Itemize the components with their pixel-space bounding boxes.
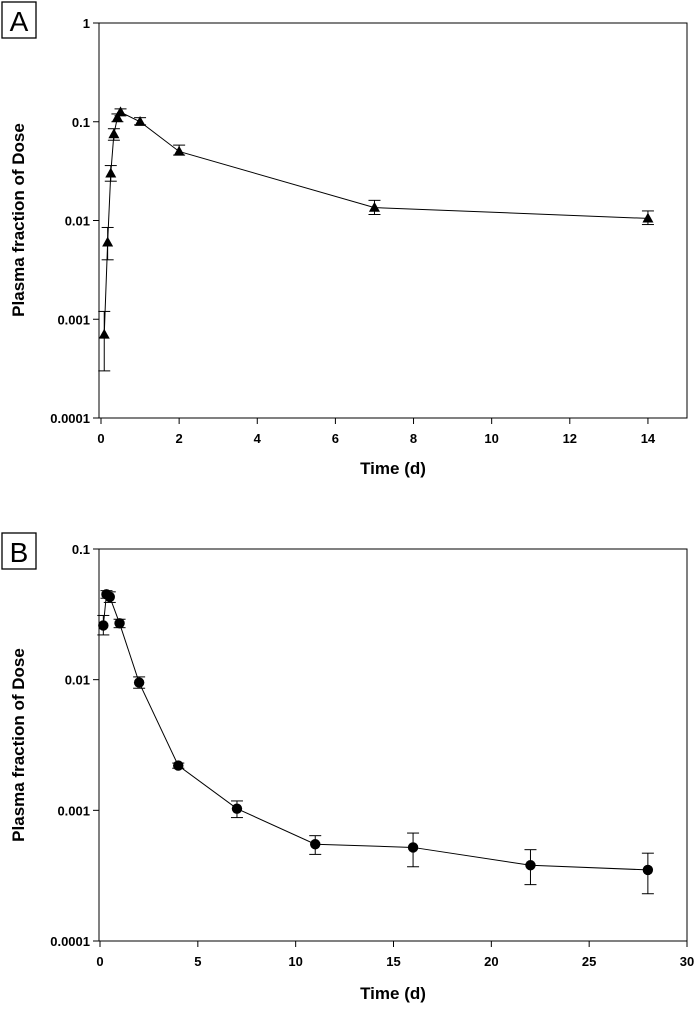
- panel-a-x-tick-label: 8: [410, 431, 417, 446]
- panel-a-error-bar: [98, 310, 111, 372]
- panel-b-y-axis-title: Plasma fraction of Dose: [9, 648, 28, 842]
- panel-a-data-point: [368, 201, 380, 212]
- panel-a-y-axis: 0.0001 0.001 0.01 0.1 1: [50, 16, 99, 426]
- panel-a-data-point: [115, 106, 127, 117]
- panel-a-data-point: [108, 128, 120, 139]
- panel-a-y-tick-label: 0.01: [65, 214, 90, 229]
- panel-a-data-point: [642, 212, 654, 223]
- panel-a-letter: A: [10, 6, 29, 37]
- panel-b-data-point: [173, 760, 184, 771]
- panel-a-data-point: [111, 111, 123, 122]
- panel-a-x-tick-label: 6: [332, 431, 339, 446]
- panel-b-plot-frame: [98, 548, 688, 942]
- panel-a-data-point: [102, 236, 114, 247]
- panel-b-x-tick-label: 30: [680, 954, 694, 969]
- panel-b-x-tick-label: 15: [386, 954, 400, 969]
- panel-b-data-point: [407, 842, 419, 853]
- panel-a-data-point: [105, 167, 117, 178]
- panel-a-plot-frame: [98, 22, 688, 419]
- panel-a-y-tick-label: 1: [83, 16, 90, 31]
- panel-b: B 0 5 10 15 20 25 30 0.0001 0.001 0.01 0.1 Time (…: [1, 532, 694, 1003]
- panel-a-x-tick-label: 4: [254, 431, 262, 446]
- panel-a-series-line: [103, 111, 648, 335]
- panel-a-x-axis: 0 2 4 6 8 10 12 14: [97, 418, 656, 446]
- panel-a-y-tick-label: 0.001: [57, 312, 90, 327]
- panel-b-x-axis-title: Time (d): [360, 984, 426, 1003]
- panel-b-x-tick-label: 10: [288, 954, 302, 969]
- panel-b-data-point: [642, 864, 654, 876]
- panel-b-x-tick-label: 0: [96, 954, 103, 969]
- panel-a-x-tick-label: 10: [484, 431, 498, 446]
- panel-b-x-tick-label: 25: [582, 954, 596, 969]
- panel-b-data-point: [133, 677, 145, 688]
- panel-b-x-tick-label: 5: [194, 954, 201, 969]
- panel-a: A 0 2 4 6 8 10 12 14 0.0001 0.001 0.01 0.1 1 Time (…: [1, 1, 688, 478]
- panel-a-x-tick-label: 2: [176, 431, 183, 446]
- panel-b-data-point: [104, 591, 115, 603]
- panel-b-y-tick-label: 0.0001: [50, 934, 90, 949]
- panel-a-y-axis-title: Plasma fraction of Dose: [9, 123, 28, 317]
- panel-a-data-point: [134, 115, 146, 126]
- panel-b-y-tick-label: 0.001: [57, 803, 90, 818]
- panel-b-x-tick-label: 20: [484, 954, 498, 969]
- panel-a-y-tick-label: 0.1: [72, 115, 90, 130]
- panel-b-data-point: [98, 620, 109, 631]
- panel-b-series: [97, 589, 654, 895]
- panel-b-y-tick-label: 0.1: [72, 542, 90, 557]
- panel-a-x-axis-title: Time (d): [360, 459, 426, 478]
- panel-b-series-line: [102, 593, 648, 871]
- panel-b-data-point: [310, 839, 321, 850]
- panel-b-x-axis: 0 5 10 15 20 25 30: [96, 941, 694, 969]
- panel-a-data-point: [173, 145, 185, 156]
- panel-b-data-point: [525, 860, 536, 871]
- panel-b-letter: B: [10, 537, 29, 568]
- panel-a-x-tick-label: 12: [563, 431, 577, 446]
- panel-a-letter-box: [1, 1, 37, 39]
- panel-a-series: [98, 106, 654, 372]
- panel-a-data-point: [98, 328, 110, 339]
- panel-b-data-point: [231, 803, 243, 814]
- panel-b-letter-box: [1, 532, 37, 570]
- panel-b-y-tick-label: 0.01: [65, 673, 90, 688]
- panel-b-data-point: [114, 618, 125, 629]
- panel-b-y-axis: 0.0001 0.001 0.01 0.1: [50, 542, 99, 949]
- panel-a-x-tick-label: 14: [641, 431, 656, 446]
- panel-a-y-tick-label: 0.0001: [50, 411, 90, 426]
- panel-a-x-tick-label: 0: [97, 431, 104, 446]
